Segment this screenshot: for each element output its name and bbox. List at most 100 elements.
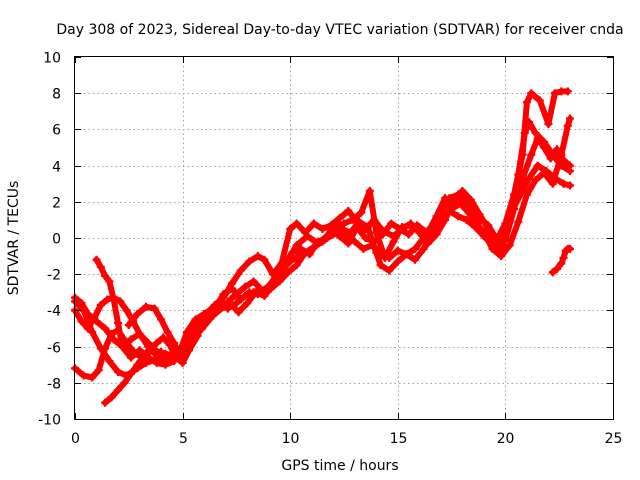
data-point-marker: [482, 234, 491, 242]
data-point-marker: [531, 129, 540, 138]
data-point-marker: [445, 194, 454, 203]
data-point-marker: [249, 288, 258, 297]
y-tick-labels: -10 -8 -6 -4 -2 0 2 4 6 8 10: [38, 51, 61, 429]
data-point-marker: [348, 215, 357, 224]
data-point-marker: [563, 121, 572, 130]
data-point-marker: [101, 344, 110, 353]
data-point-marker: [94, 366, 103, 375]
data-point-marker: [525, 174, 534, 183]
data-point-marker: [550, 174, 559, 183]
data-point-marker: [372, 228, 381, 237]
data-point-marker: [522, 98, 531, 107]
y-tick-label: 4: [52, 160, 61, 176]
data-point-marker: [101, 398, 110, 407]
data-point-marker: [109, 295, 118, 304]
data-point-marker: [83, 310, 92, 319]
data-point-marker: [101, 272, 110, 281]
data-point-marker: [432, 230, 441, 239]
data-point-marker: [389, 237, 398, 246]
data-point-marker: [296, 244, 305, 253]
x-axis-label: GPS time / hours: [281, 458, 398, 474]
data-point-marker: [565, 244, 574, 253]
data-point-marker: [126, 335, 135, 344]
data-point-marker: [96, 300, 105, 309]
data-point-marker: [234, 308, 243, 317]
data-point-marker: [228, 284, 237, 293]
data-point-marker: [77, 299, 86, 308]
data-point-marker: [484, 224, 493, 233]
x-tick-label: 10: [282, 431, 300, 447]
data-point-marker: [327, 226, 336, 235]
data-point-marker: [150, 304, 159, 313]
data-point-marker: [518, 150, 527, 159]
data-point-marker: [419, 244, 428, 253]
data-point-marker: [337, 224, 346, 233]
data-point-marker: [96, 262, 105, 271]
data-point-marker: [527, 89, 536, 98]
data-point-marker: [335, 232, 344, 241]
data-point-marker: [355, 217, 364, 226]
data-point-marker: [454, 212, 463, 221]
data-point-marker: [79, 371, 88, 380]
data-point-marker: [557, 150, 566, 159]
data-point-marker: [387, 219, 396, 228]
data-point-marker: [352, 223, 361, 232]
data-point-marker: [107, 393, 116, 402]
data-point-marker: [542, 167, 551, 176]
data-point-marker: [133, 310, 142, 319]
data-point-marker: [340, 219, 348, 228]
data-point-marker: [318, 224, 327, 233]
data-point-marker: [284, 268, 293, 277]
data-point-marker: [126, 369, 135, 378]
data-point-marker: [120, 378, 129, 387]
y-tick-label: 8: [52, 87, 61, 103]
data-point-marker: [372, 248, 381, 257]
data-point-marker: [157, 315, 166, 324]
data-point-marker: [292, 261, 301, 270]
data-point-marker: [241, 291, 250, 300]
data-point-marker: [88, 328, 97, 337]
data-point-marker: [135, 329, 144, 338]
data-point-marker: [447, 205, 456, 214]
y-tick-label: -8: [47, 377, 61, 393]
data-point-marker: [464, 208, 473, 217]
x-tick-labels: 0 5 10 15 20 25: [71, 431, 622, 447]
data-point-marker: [505, 241, 514, 250]
data-point-marker: [88, 373, 97, 382]
data-point-marker: [393, 246, 402, 255]
data-point-marker: [139, 351, 148, 360]
data-point-marker: [260, 255, 269, 264]
data-point-marker: [114, 386, 123, 395]
data-point-marker: [318, 237, 327, 246]
x-tick-label: 0: [71, 431, 80, 447]
x-tick-label: 25: [605, 431, 623, 447]
data-point-marker: [277, 266, 286, 275]
data-point-marker: [92, 255, 101, 264]
y-tick-label: -2: [47, 268, 61, 284]
data-point-marker: [219, 290, 228, 299]
data-point-marker: [475, 210, 484, 219]
data-point-marker: [553, 264, 562, 273]
data-point-marker: [146, 344, 155, 353]
axis-ticks: [75, 57, 614, 420]
x-tick-label: 5: [179, 431, 188, 447]
x-tick-label: 15: [390, 431, 408, 447]
data-point-marker: [122, 338, 131, 347]
y-tick-label: -10: [38, 413, 61, 429]
data-point-marker: [124, 320, 133, 329]
data-point-marker: [385, 266, 394, 275]
data-point-marker: [378, 230, 387, 239]
data-point-marker: [105, 357, 114, 366]
data-point-marker: [178, 358, 187, 367]
chart-title: Day 308 of 2023, Sidereal Day-to-day VTE…: [56, 22, 623, 38]
data-point-marker: [275, 277, 284, 286]
data-point-marker: [548, 179, 557, 188]
data-point-marker: [365, 186, 374, 195]
y-tick-label: -6: [47, 341, 61, 357]
data-point-marker: [223, 304, 232, 313]
data-point-marker: [456, 199, 465, 208]
data-point-marker: [288, 248, 297, 257]
data-point-marker: [161, 360, 170, 369]
data-point-marker: [107, 329, 116, 338]
data-point-marker: [122, 306, 131, 315]
